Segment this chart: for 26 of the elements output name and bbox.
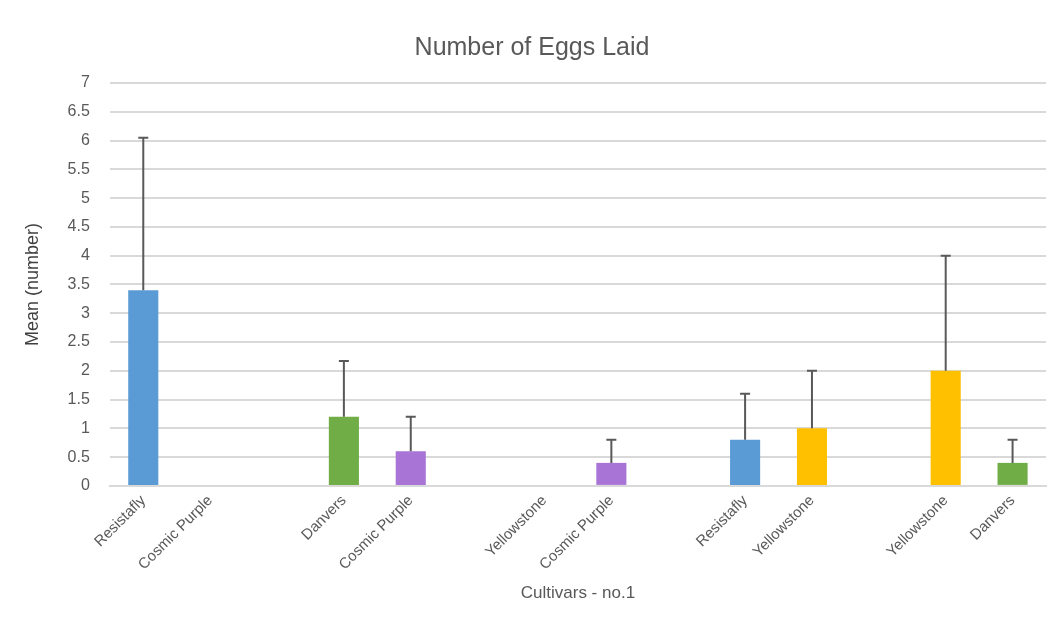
chart-title: Number of Eggs Laid bbox=[414, 31, 650, 60]
y-tick-label: 4.5 bbox=[67, 217, 90, 235]
y-tick-label: 4 bbox=[80, 246, 90, 264]
y-tick-label: 5.5 bbox=[67, 159, 90, 177]
bar bbox=[128, 290, 159, 485]
y-tick-label: 3 bbox=[80, 303, 90, 321]
y-tick-label: 6.5 bbox=[67, 102, 90, 120]
y-tick-label: 1 bbox=[80, 418, 90, 436]
bar bbox=[328, 416, 359, 485]
y-tick-label: 0 bbox=[80, 476, 90, 494]
y-tick-label: 5 bbox=[80, 188, 90, 206]
bar bbox=[395, 451, 426, 485]
y-tick-label: 2.5 bbox=[67, 332, 90, 350]
y-tick-label: 0.5 bbox=[67, 447, 90, 465]
y-tick-label: 2 bbox=[80, 361, 90, 379]
bar bbox=[997, 462, 1028, 485]
y-tick-label: 1.5 bbox=[67, 389, 90, 407]
bar bbox=[930, 370, 961, 485]
y-tick-label: 7 bbox=[80, 73, 90, 91]
x-axis-title: Cultivars - no.1 bbox=[520, 583, 636, 603]
bar bbox=[596, 462, 627, 485]
y-axis-title: Mean (number) bbox=[21, 222, 42, 346]
bar bbox=[796, 428, 828, 485]
y-tick-label: 6 bbox=[80, 130, 90, 148]
y-tick-label: 3.5 bbox=[67, 274, 90, 292]
bar bbox=[730, 439, 761, 485]
